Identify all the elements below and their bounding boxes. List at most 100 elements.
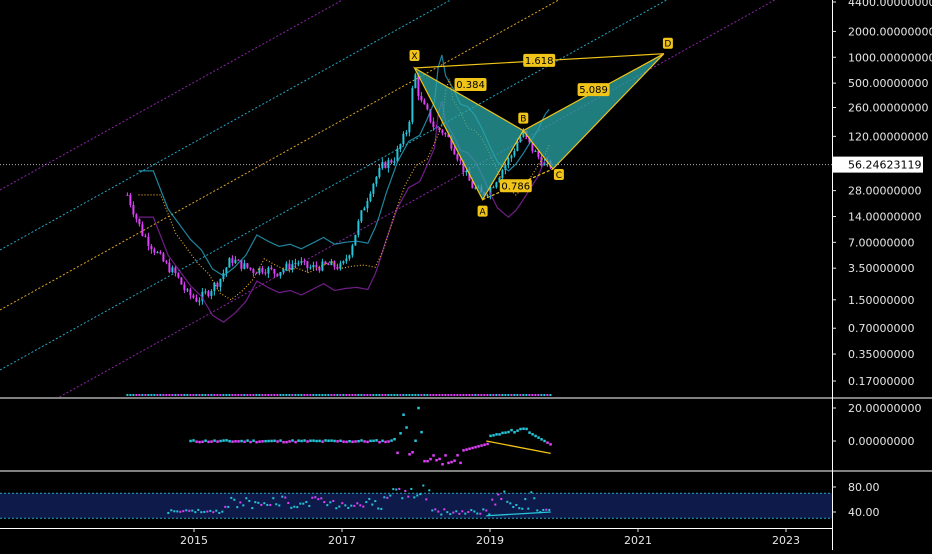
volume-dot [471, 394, 474, 396]
volume-dot [174, 394, 177, 396]
volume-dot [207, 394, 210, 396]
volume-dot [504, 394, 507, 396]
volume-dot [252, 394, 255, 396]
volume-dot [162, 394, 165, 396]
oscillator-2-point [266, 503, 269, 506]
volume-dot [198, 394, 201, 396]
candle-body [198, 300, 201, 302]
time-axis[interactable]: 2015 2017 2019 2021 2023 [180, 528, 800, 547]
candle-body [162, 253, 165, 262]
volume-dot [303, 394, 306, 396]
volume-dot [243, 394, 246, 396]
volume-dot [483, 394, 486, 396]
oscillator-2-point [440, 513, 443, 516]
volume-dot [219, 394, 222, 396]
oscillator-1-point [441, 463, 444, 466]
volume-dot [153, 394, 156, 396]
channel-line-lower-outer [58, 0, 776, 397]
candle-body [474, 187, 477, 189]
volume-dot [327, 394, 330, 396]
oscillator-1-point [225, 439, 228, 442]
volume-dot [132, 394, 135, 396]
candle-body [369, 193, 372, 201]
oscillator-1-point [258, 440, 261, 443]
oscillator-2-point [533, 497, 536, 500]
volume-dot [351, 394, 354, 396]
volume-dot [186, 394, 189, 396]
oscillator-1-point [219, 439, 222, 443]
oscillator-1-point [453, 459, 456, 462]
oscillator-1-point [246, 439, 249, 442]
candle-body [282, 269, 285, 273]
oscillator-1-point [420, 430, 423, 434]
oscillator-2-point [530, 491, 533, 494]
oscillator-2-point [362, 505, 365, 508]
oscillator-2-point [359, 504, 362, 507]
oscillator-2-point [377, 507, 380, 510]
candle-body [324, 261, 327, 264]
candle-body [399, 144, 402, 149]
pattern-point-d-label: D [664, 40, 671, 50]
oscillator-2-point [191, 509, 194, 512]
oscillator-1-point [396, 451, 399, 455]
candle-body [378, 168, 381, 177]
candle-body [384, 162, 387, 169]
oscillator-2-point [218, 511, 221, 514]
oscillator-1-label: 0.00000000 [848, 435, 914, 448]
price-axis-label: 120.00000000 [848, 130, 928, 143]
volume-dot [336, 394, 339, 396]
oscillator-1-point [510, 428, 513, 432]
volume-dot [228, 394, 231, 396]
candle-body [486, 194, 489, 196]
candle-body [447, 134, 450, 138]
candle-body [228, 258, 231, 268]
candle-body [396, 148, 399, 162]
candle-body [372, 183, 375, 194]
oscillator-2-point [434, 508, 437, 511]
price-axis-label: 14.00000000 [848, 210, 921, 223]
volume-dot [486, 394, 489, 396]
oscillator-1-point [513, 431, 516, 434]
volume-dot [447, 394, 450, 396]
volume-dot [210, 394, 213, 396]
pattern-triangle-bcd[interactable] [522, 53, 665, 170]
price-axis[interactable]: 4400.00000000 2000.00000000 1000.00000000 5… [832, 0, 932, 388]
oscillator-1-point [414, 439, 417, 443]
oscillator-2-point [488, 513, 491, 516]
oscillator-2-point [353, 504, 356, 507]
oscillator-2-point [185, 509, 188, 512]
oscillator-2-point [464, 512, 467, 515]
oscillator-2-point [536, 509, 539, 512]
volume-dot [438, 394, 441, 396]
candle-body [243, 263, 246, 269]
volume-dot [321, 394, 324, 396]
oscillator-2-point [224, 505, 227, 508]
candle-body [276, 273, 279, 276]
oscillator-1-point [291, 439, 294, 442]
harmonic-pattern: X A B C D 1.618 0.384 5.089 0.786 [409, 37, 673, 218]
volume-dot [126, 394, 129, 396]
oscillator-1-point [369, 439, 372, 443]
oscillator-2-point [335, 507, 338, 510]
volume-dot [135, 394, 138, 396]
oscillator-1-point [471, 446, 474, 450]
price-axis-label: 1000.00000000 [848, 51, 932, 64]
oscillator-2-label: 80.00 [848, 481, 880, 494]
volume-dot [402, 394, 405, 396]
oscillator-2-point [368, 497, 371, 500]
candle-body [342, 261, 345, 264]
candle-body [465, 170, 468, 173]
candle-body [309, 267, 312, 269]
current-price-label: 56.24623119 [848, 159, 921, 172]
oscillator-2-point [389, 494, 392, 497]
volume-dot [408, 394, 411, 396]
candle-body [159, 252, 162, 254]
pattern-triangle-xab[interactable] [413, 66, 525, 201]
oscillator-2-point [257, 501, 260, 504]
candle-body [420, 95, 423, 101]
oscillator-axes: 20.00000000 0.00000000 80.00 40.00 [832, 402, 921, 519]
oscillator-2-point [332, 499, 335, 502]
candle-body [540, 156, 543, 166]
volume-dot [222, 394, 225, 396]
